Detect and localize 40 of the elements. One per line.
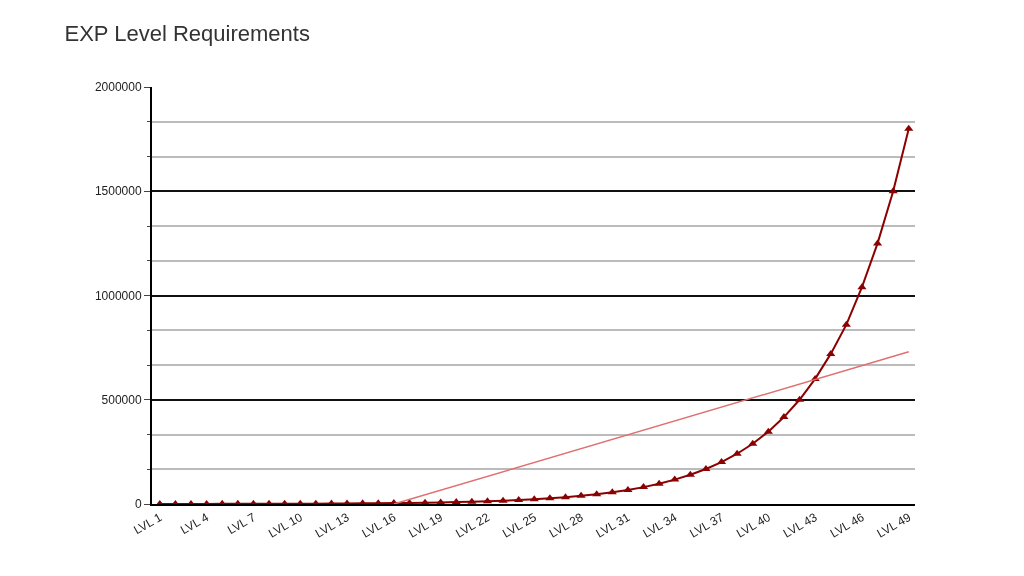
x-tick-label: LVL 40 [734, 509, 774, 541]
x-tick-label: LVL 1 [131, 509, 165, 538]
y-tick-label: 500000 [101, 392, 142, 407]
chart-title: EXP Level Requirements [64, 21, 310, 47]
x-tick-label: LVL 22 [453, 509, 493, 541]
point [826, 349, 836, 356]
point [623, 486, 633, 493]
point [592, 490, 602, 497]
point [576, 491, 586, 498]
x-tick-label: LVL 13 [312, 509, 352, 541]
point [763, 427, 773, 434]
x-tick-label: LVL 19 [406, 509, 446, 541]
x-tick-label: LVL 4 [178, 509, 212, 538]
point [514, 496, 524, 503]
x-tick-label: LVL 49 [874, 509, 914, 541]
point [670, 475, 680, 482]
point [748, 439, 758, 446]
x-tick-label: LVL 25 [499, 509, 540, 541]
point [498, 496, 508, 503]
point [701, 464, 711, 471]
y-tick-label: 0 [134, 497, 142, 512]
x-tick-label: LVL 37 [687, 509, 727, 541]
x-tick-label: LVL 10 [265, 509, 306, 541]
x-tick-label: LVL 31 [593, 509, 633, 541]
point [685, 470, 695, 477]
point [841, 320, 851, 327]
x-tick-label: LVL 16 [359, 509, 399, 541]
y-tick-label: 1500000 [94, 184, 142, 199]
x-tick-label: LVL 43 [780, 509, 820, 541]
point [654, 479, 664, 486]
point [779, 413, 789, 420]
x-tick-label: LVL 28 [546, 509, 586, 541]
x-tick-label: LVL 46 [827, 509, 867, 541]
point [732, 449, 742, 456]
x-tick-label: LVL 34 [640, 509, 680, 541]
point [904, 124, 914, 131]
y-tick-label: 2000000 [94, 80, 142, 95]
y-tick-label: 1000000 [94, 288, 142, 303]
x-tick-label: LVL 7 [224, 509, 259, 538]
point [467, 497, 477, 504]
